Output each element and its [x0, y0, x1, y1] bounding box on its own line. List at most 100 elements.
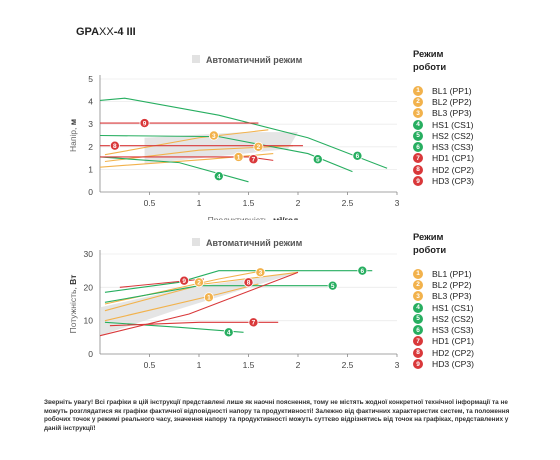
series-marker-label-3: 3 [259, 270, 263, 277]
legend-badge: 1 [413, 268, 423, 279]
legend-item-6: 6 HS3 (CS3) [413, 141, 474, 153]
legend-badge: 9 [413, 359, 423, 370]
legend-item-9: 9 HD3 (CP3) [413, 175, 475, 187]
series-marker-9 [139, 118, 150, 129]
title-suffix: -4 III [113, 26, 136, 38]
title-xx: XX [99, 26, 114, 38]
legend-label: HD3 (CP3) [432, 359, 475, 370]
legend-badge: 6 [413, 325, 423, 336]
legend-badge: 2 [413, 279, 423, 290]
x-tick-label: 2 [296, 360, 301, 370]
x-tick-label: 1.5 [243, 360, 255, 370]
y-tick-label: 2 [88, 142, 93, 152]
auto-mode-label: Автоматичний режим [206, 55, 303, 65]
series-marker-1 [203, 292, 214, 303]
legend-label: HD2 (CP2) [432, 347, 475, 358]
legend-power-chart: Режим роботи 1 BL1 (PP1) 2 BL2 (PP2) 3 BL3 (PP3… [413, 230, 474, 370]
legend-label: HS2 (CS2) [432, 313, 474, 324]
legend-label: HD2 (CP2) [432, 164, 475, 175]
series-marker-2 [253, 141, 264, 152]
legend-label: BL1 (PP1) [432, 268, 472, 279]
legend-badge: 4 [413, 119, 423, 130]
series-marker-label-9: 9 [143, 120, 147, 127]
series-marker-5 [312, 154, 323, 165]
y-tick-label: 4 [88, 97, 93, 107]
legend-item-7: 7 HD1 (CP1) [413, 336, 474, 347]
legend-title-line: Режим [413, 48, 444, 59]
series-marker-label-6: 6 [361, 268, 365, 275]
y-axis-label: Потужність, Вт [68, 275, 78, 334]
title-model: GPA [76, 26, 100, 38]
series-marker-6 [357, 265, 368, 276]
legend-label: HD3 (CP3) [432, 176, 475, 187]
y-tick-label: 0 [88, 349, 93, 359]
series-line-9 [119, 278, 205, 288]
series-marker-label-9: 9 [182, 278, 186, 285]
power-flow-chart: Автоматичний режим 0 10 20 30 0.5 1 1.5 2 2.5 3 Про… [68, 238, 400, 378]
legend-title-line: роботи [413, 244, 447, 255]
legend-item-8: 8 HD2 (CP2) [413, 347, 474, 358]
series-line-6 [104, 270, 373, 293]
series-marker-label-8: 8 [247, 280, 251, 287]
series-marker-label-7: 7 [252, 320, 256, 327]
legend-badge: 1 [413, 85, 423, 96]
legend-item-5: 5 HS2 (CS2) [413, 130, 474, 141]
legend-label: BL1 (PP1) [432, 85, 472, 96]
legend-badge: 7 [413, 336, 423, 347]
series-marker-label-1: 1 [207, 295, 211, 302]
x-tick-label: 3 [395, 360, 400, 370]
legend-label: HD1 (CP1) [432, 153, 475, 164]
y-tick-label: 20 [84, 282, 94, 292]
legend-label: HS2 (CS2) [432, 130, 474, 141]
legend-badge: 8 [413, 347, 423, 358]
head-flow-chart: Автоматичний режим 0 1 2 3 4 5 0.5 1 1.5 2 2.5 3 Прод… [68, 55, 400, 220]
series-marker-label-2: 2 [257, 144, 261, 151]
series-line-7 [100, 156, 274, 161]
y-axis-label: Напір, м [68, 119, 78, 152]
auto-mode-region [100, 272, 298, 336]
legend-label: HS3 (CS3) [432, 325, 474, 336]
legend-item-3: 3 BL3 (PP3) [413, 108, 474, 119]
legend-label: HD1 (CP1) [432, 336, 475, 347]
legend-item-7: 7 HD1 (CP1) [413, 153, 474, 164]
y-tick-label: 30 [84, 249, 94, 259]
x-tick-label: 1 [197, 198, 202, 208]
series-marker-9 [179, 275, 190, 286]
legend-badge: 5 [413, 313, 423, 324]
legend-item-2: 2 BL2 (PP2) [413, 279, 474, 290]
legend-title-line: роботи [413, 61, 447, 72]
series-marker-7 [248, 154, 259, 165]
series-line-2 [104, 271, 299, 312]
series-marker-7 [248, 317, 259, 328]
legend-head-chart: Режим роботи 1 BL1 (PP1) 2 BL2 (PP2) 3 BL3 (PP3… [413, 47, 474, 187]
series-marker-label-6: 6 [356, 153, 360, 160]
series-marker-3 [208, 130, 219, 141]
series-marker-5 [327, 280, 338, 291]
legend-title-line: Режим [413, 231, 444, 242]
series-line-4 [99, 156, 249, 183]
legend-label: HS3 (CS3) [432, 142, 474, 153]
series-marker-label-7: 7 [252, 157, 256, 164]
legend-badge: 4 [413, 302, 423, 313]
legend-item-3: 3 BL3 (PP3) [413, 291, 474, 302]
y-tick-label: 1 [88, 164, 93, 174]
legend-item-4: 4 HS1 (CS1) [413, 119, 474, 130]
series-marker-3 [255, 267, 266, 278]
legend-label: BL3 (PP3) [432, 291, 472, 302]
y-tick-label: 10 [84, 316, 94, 326]
series-marker-4 [223, 327, 234, 338]
x-tick-label: 2.5 [342, 360, 354, 370]
series-marker-label-1: 1 [237, 154, 241, 161]
legend-item-1: 1 BL1 (PP1) [413, 85, 474, 96]
legend-item-8: 8 HD2 (CP2) [413, 164, 474, 175]
series-line-4 [104, 321, 244, 333]
x-tick-label: 3 [395, 198, 400, 208]
legend-badge: 2 [413, 96, 423, 107]
legend-badge: 3 [413, 291, 423, 302]
auto-mode-label: Автоматичний режим [206, 238, 303, 248]
series-marker-label-4: 4 [227, 330, 231, 337]
legend-label: HS1 (CS1) [432, 119, 474, 130]
x-tick-label: 0.5 [144, 360, 156, 370]
x-tick-label: 1.5 [243, 198, 255, 208]
legend-label: BL3 (PP3) [432, 108, 472, 119]
